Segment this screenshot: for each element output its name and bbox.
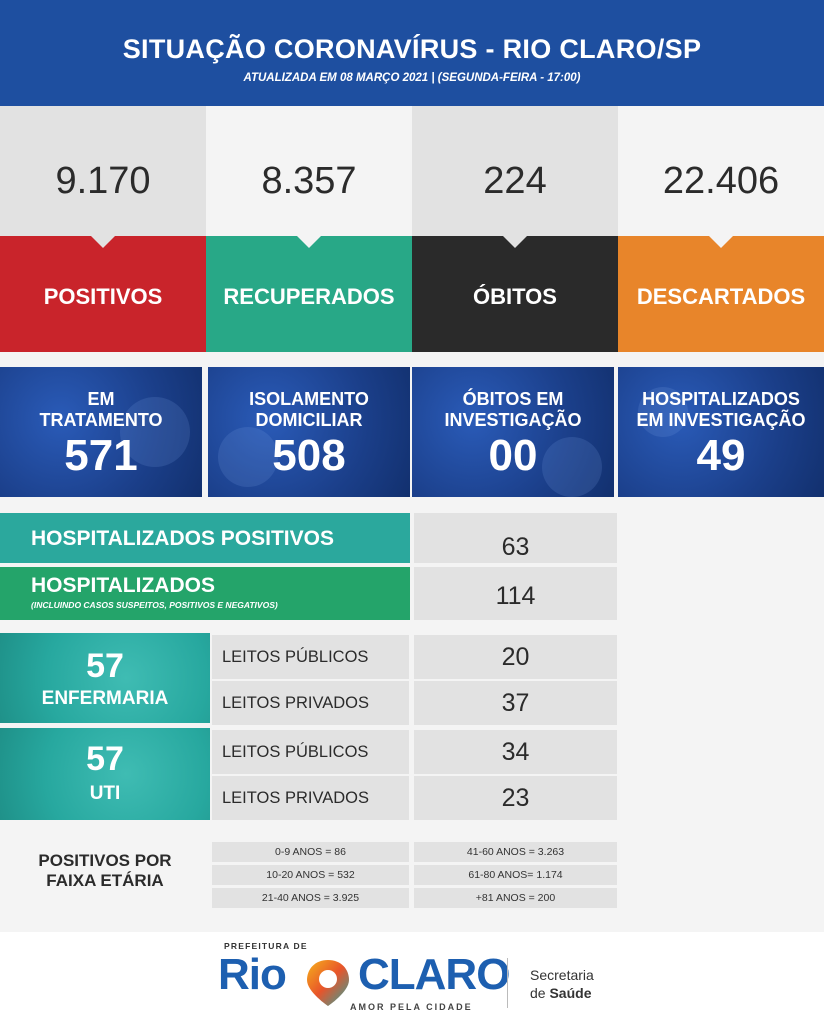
hospitalized-total-note: (INCLUINDO CASOS SUSPEITOS, POSITIVOS E … <box>31 600 278 610</box>
icu-private-label: LEITOS PRIVADOS <box>212 776 409 820</box>
info-label: INVESTIGAÇÃO <box>444 410 582 430</box>
age-range-cell: +81 ANOS = 200 <box>414 888 617 908</box>
saude-text: Saúde <box>549 985 592 1001</box>
virus-decoration <box>542 437 602 497</box>
secretaria-de-text: de <box>530 985 550 1001</box>
hospitalized-total-label: HOSPITALIZADOS <box>31 574 215 597</box>
info-label: EM <box>87 389 115 409</box>
ward-block: 57 ENFERMARIA <box>0 633 210 723</box>
location-pin-icon <box>307 960 349 1006</box>
info-label: DOMICILIAR <box>255 410 363 430</box>
secretaria-saude-text: de Saúde <box>530 985 591 1001</box>
hospitalized-total-block: HOSPITALIZADOS (INCLUINDO CASOS SUSPEITO… <box>0 567 410 620</box>
hospitalized-total-value: 114 <box>414 567 617 620</box>
info-label: HOSPITALIZADOS <box>642 389 800 409</box>
icu-name: UTI <box>89 783 121 804</box>
ward-name: ENFERMARIA <box>41 688 169 709</box>
info-label: TRATAMENTO <box>39 410 163 430</box>
age-title: POSITIVOS POR FAIXA ETÁRIA <box>20 851 190 891</box>
hospitalized-positive-label: HOSPITALIZADOS POSITIVOS <box>0 513 410 563</box>
age-title-line: FAIXA ETÁRIA <box>46 871 164 890</box>
stat-recovered-value: 8.357 <box>206 106 412 236</box>
info-label: ÓBITOS EM <box>462 389 564 409</box>
stat-deaths: 224 ÓBITOS <box>412 106 618 352</box>
age-range-cell: 41-60 ANOS = 3.263 <box>414 842 617 862</box>
stat-positive: 9.170 POSITIVOS <box>0 106 206 352</box>
icu-public-label: LEITOS PÚBLICOS <box>212 730 409 774</box>
secretaria-text: Secretaria <box>530 967 594 983</box>
ward-private-label: LEITOS PRIVADOS <box>212 681 409 725</box>
age-title-line: POSITIVOS POR <box>38 851 172 870</box>
info-value: 00 <box>488 431 538 480</box>
info-label: ISOLAMENTO <box>249 389 369 409</box>
icu-public-value: 34 <box>414 730 617 774</box>
stat-notch <box>503 236 527 248</box>
ward-public-label: LEITOS PÚBLICOS <box>212 635 409 679</box>
icu-private-value: 23 <box>414 776 617 820</box>
virus-decoration <box>638 387 688 437</box>
footer <box>0 932 824 1024</box>
virus-decoration <box>120 397 190 467</box>
info-in-treatment: EM TRATAMENTO 571 <box>0 367 202 497</box>
stat-notch <box>91 236 115 248</box>
stat-deaths-label: ÓBITOS <box>412 236 618 352</box>
stat-discarded: 22.406 DESCARTADOS <box>618 106 824 352</box>
info-hospitalized-investigation: HOSPITALIZADOS EM INVESTIGAÇÃO 49 <box>618 367 824 497</box>
logo-slogan: AMOR PELA CIDADE <box>350 1002 473 1012</box>
age-range-cell: 21-40 ANOS = 3.925 <box>212 888 409 908</box>
stat-positive-label: POSITIVOS <box>0 236 206 352</box>
stat-deaths-value: 224 <box>412 106 618 236</box>
logo-claro-text: CLARO <box>358 950 510 999</box>
stat-discarded-label: DESCARTADOS <box>618 236 824 352</box>
page-header: SITUAÇÃO CORONAVÍRUS - RIO CLARO/SP ATUA… <box>0 0 824 106</box>
info-value: 508 <box>272 431 346 480</box>
info-label: EM INVESTIGAÇÃO <box>636 410 806 430</box>
stat-notch <box>709 236 733 248</box>
icu-block: 57 UTI <box>0 728 210 820</box>
info-value: 49 <box>696 431 746 480</box>
logo-prefeitura-text: PREFEITURA DE <box>224 941 308 951</box>
stat-notch <box>297 236 321 248</box>
page-title: SITUAÇÃO CORONAVÍRUS - RIO CLARO/SP <box>122 34 702 64</box>
hospitalized-positive-value: 63 <box>414 513 617 563</box>
age-range-cell: 0-9 ANOS = 86 <box>212 842 409 862</box>
logo-divider <box>507 958 508 1008</box>
info-home-isolation: ISOLAMENTO DOMICILIAR 508 <box>208 367 410 497</box>
stat-positive-value: 9.170 <box>0 106 206 236</box>
ward-public-value: 20 <box>414 635 617 679</box>
stat-discarded-value: 22.406 <box>618 106 824 236</box>
stat-recovered-label: RECUPERADOS <box>206 236 412 352</box>
virus-decoration <box>218 427 278 487</box>
logo-rio-text: Rio <box>218 950 287 999</box>
ward-total: 57 <box>86 647 124 685</box>
info-value: 571 <box>64 431 138 480</box>
stat-recovered: 8.357 RECUPERADOS <box>206 106 412 352</box>
info-deaths-investigation: ÓBITOS EM INVESTIGAÇÃO 00 <box>412 367 614 497</box>
icu-total: 57 <box>86 740 124 778</box>
ward-private-value: 37 <box>414 681 617 725</box>
age-range-cell: 61-80 ANOS= 1.174 <box>414 865 617 885</box>
update-timestamp: ATUALIZADA EM 08 MARÇO 2021 | (SEGUNDA-F… <box>243 72 581 84</box>
age-range-cell: 10-20 ANOS = 532 <box>212 865 409 885</box>
